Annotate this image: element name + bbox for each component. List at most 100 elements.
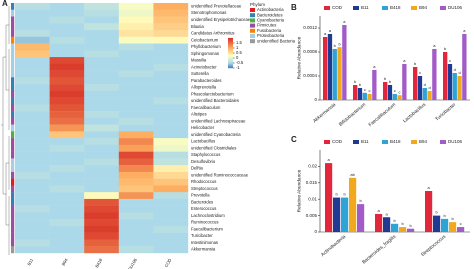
heat-cell [15,151,50,159]
row-group-color [11,57,15,65]
bar [457,227,465,232]
row-label: Massilia [191,58,207,63]
legend-swatch [353,6,359,10]
heat-cell [84,192,119,200]
row-label: unidentified Prevotellaceae [191,3,242,8]
row-label: unidentified Ruminococcaceae [191,172,249,177]
heat-cell [118,198,154,206]
heat-cell [15,63,50,71]
heat-cell [118,131,154,139]
heat-cell [153,158,189,166]
colorbar-segment [228,49,233,52]
heat-cell [84,185,119,193]
legend-label: B94 [419,5,428,10]
heat-cell [118,50,154,58]
colorbar-segment [228,44,233,47]
heat-cell [118,151,154,159]
colorbar-tick-label: 1.5 [236,40,242,45]
row-group-color [11,232,15,240]
panel-label: A [2,0,8,8]
heat-cell [153,131,189,139]
heat-cell [15,23,50,31]
row-label: Lachnoclostridium [191,213,225,218]
heat-cell [49,232,85,240]
heat-cell [84,77,119,85]
significance-letter: d [454,67,456,72]
heat-cell [84,171,119,179]
heat-cell [153,23,189,31]
heat-cell [49,124,85,132]
heat-cell [84,90,119,98]
heat-cell [153,124,189,132]
legend-label: Proteobacteria [257,33,285,38]
colorbar-segment [228,63,233,66]
bar [357,88,363,100]
row-group-color [11,90,15,98]
row-label: Staphylococcus [191,152,220,157]
significance-letter: ab [350,172,355,177]
heat-cell [153,138,189,146]
heat-cell [84,3,119,10]
heat-cell [84,30,119,37]
legend-swatch [353,140,359,144]
legend-label: Firmicutes [257,23,276,28]
heat-cell [153,43,189,51]
heat-cell [49,205,85,213]
heat-cell [153,178,189,186]
heat-cell [153,144,189,152]
row-label: Acinetobacter [191,64,217,69]
heat-cell [84,97,119,105]
y-axis-label: Relative Abundance [296,36,302,79]
heat-cell [84,212,119,220]
bar [392,94,397,100]
bar [383,217,391,232]
heat-cell [84,50,119,58]
heat-cell [15,239,50,247]
heat-cell [84,151,119,159]
colorbar-tick-label: 0.5 [236,50,242,55]
heat-cell [118,90,154,98]
heat-cell [49,144,85,152]
heat-cell [15,30,50,37]
bar [397,95,402,100]
significance-letter: c [419,70,421,75]
significance-letter: c [369,88,371,93]
significance-letter: a [403,58,406,63]
row-group-color [11,84,15,92]
bar [433,215,441,232]
bar [427,91,432,100]
heat-cell [49,111,85,119]
significance-letter: a [343,19,346,24]
legend-swatch [250,23,255,28]
y-axis-label: Relative Abundance [296,169,302,212]
significance-letter: b [335,192,338,197]
heat-cell [15,131,50,139]
significance-letter: b [451,216,454,221]
colorbar-segment [228,65,233,68]
row-group-color [11,205,15,213]
heat-cell [49,192,85,200]
colorbar-segment [228,58,233,61]
heat-cell [49,97,85,105]
heat-cell [15,212,50,220]
significance-letter: b [359,198,362,203]
heat-cell [118,212,154,220]
bar [425,191,433,232]
heat-cell [153,3,189,10]
significance-letter: c [449,58,451,63]
bar [391,223,399,232]
heat-cell [15,9,50,17]
heat-cell [84,239,119,247]
heat-cell [49,212,85,220]
significance-letter: a [433,43,436,48]
heat-cell [15,219,50,227]
colorbar-tick-label: -0.5 [236,60,244,65]
bar [452,73,457,100]
heat-cell [153,50,189,58]
column-label: B94 [61,257,69,267]
significance-letter: c [364,87,366,92]
heat-cell [118,23,154,31]
x-tick-label: Streptococcus [420,234,448,259]
row-label: Lactobacillus [191,139,215,144]
heat-cell [118,205,154,213]
